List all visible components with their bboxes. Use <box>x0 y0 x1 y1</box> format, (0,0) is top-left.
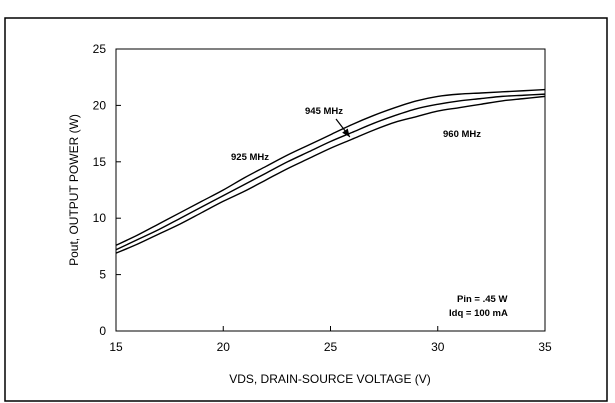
annotation-925-mhz: 925 MHz <box>231 152 269 163</box>
y-tick-label: 5 <box>99 268 106 282</box>
figure-frame <box>4 17 608 402</box>
series-line-945-mhz <box>115 93 546 251</box>
annotation-945-mhz: 945 MHz <box>305 106 343 117</box>
y-tick-label: 25 <box>93 42 107 56</box>
y-axis-title: Pout, OUTPUT POWER (W) <box>67 114 81 266</box>
series-line-925-mhz <box>115 88 546 246</box>
series-line-960-mhz <box>115 95 546 254</box>
plot-area <box>115 48 546 332</box>
x-tick-label: 25 <box>324 340 338 354</box>
y-axis: 0 5 10 15 20 25 <box>93 42 121 338</box>
arrow-head <box>342 128 350 137</box>
x-tick-label: 35 <box>538 340 552 354</box>
y-tick-label: 10 <box>93 211 107 225</box>
series-lines <box>115 88 546 254</box>
annotation-pin: Pin = .45 W <box>457 294 507 305</box>
x-tick-label: 20 <box>217 340 231 354</box>
annotation-idq: Idq = 100 mA <box>449 308 508 319</box>
annotation-960-mhz: 960 MHz <box>443 129 481 140</box>
x-tick-label: 15 <box>109 340 123 354</box>
y-tick-label: 20 <box>93 98 107 112</box>
y-tick-label: 15 <box>93 155 107 169</box>
x-axis: 15 20 25 30 35 <box>109 326 552 354</box>
x-axis-title: VDS, DRAIN-SOURCE VOLTAGE (V) <box>229 372 431 386</box>
y-tick-label: 0 <box>99 324 106 338</box>
x-tick-label: 30 <box>431 340 445 354</box>
annotations: 925 MHz 945 MHz 960 MHz Pin = .45 W Idq … <box>231 106 508 319</box>
annotation-arrow <box>335 118 351 138</box>
